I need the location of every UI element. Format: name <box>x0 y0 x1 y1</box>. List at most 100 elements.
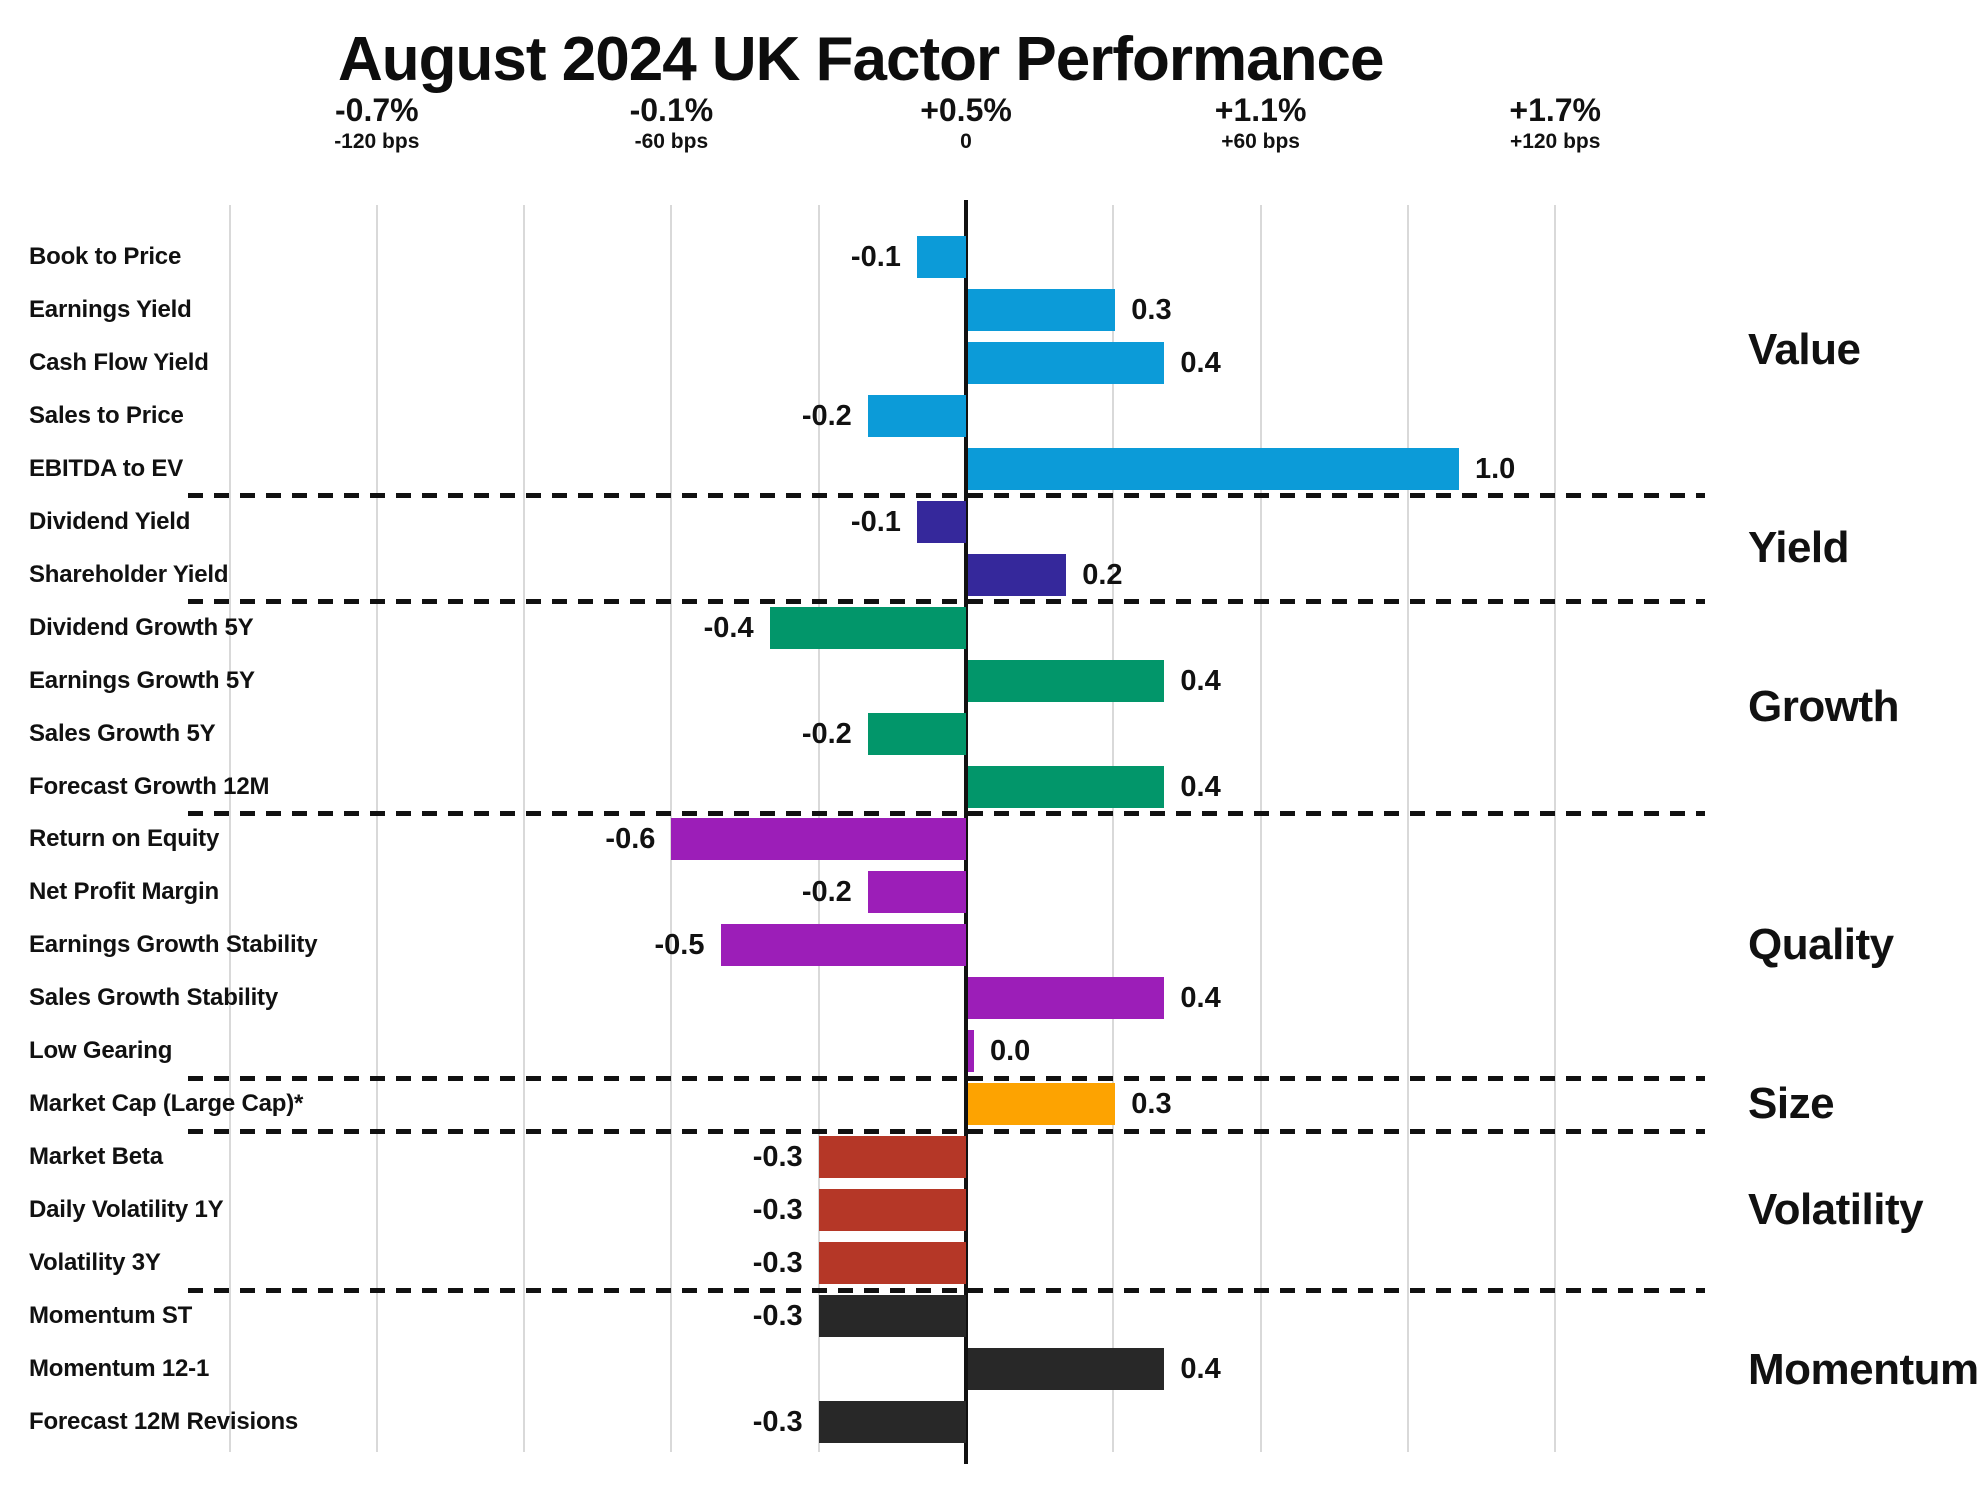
bar-value-label: 1.0 <box>1475 452 1516 485</box>
bar-value-label: -0.3 <box>752 1405 803 1438</box>
bar-value-label: 0.3 <box>1131 1088 1172 1121</box>
bar <box>968 341 1165 384</box>
bar-value-label: 0.4 <box>1180 1352 1221 1385</box>
group-label: Yield <box>1748 523 1850 573</box>
bar <box>916 236 966 278</box>
bar-value-label: -0.3 <box>752 1247 803 1280</box>
bar-value-label: -0.1 <box>850 505 901 538</box>
axis-tick-percent-label: +1.1% <box>1214 92 1307 128</box>
zero-baseline <box>964 200 968 1464</box>
chart-title: August 2024 UK Factor Performance <box>338 25 1384 94</box>
bar <box>720 924 966 967</box>
factor-row-label: Cash Flow Yield <box>29 348 209 376</box>
bar <box>968 447 1459 490</box>
axis-gridline <box>523 205 526 1452</box>
factor-row-label: Dividend Yield <box>29 507 191 535</box>
factor-row-label: Sales Growth Stability <box>29 984 278 1012</box>
group-separator <box>188 599 1705 605</box>
group-separator <box>188 1287 1705 1293</box>
bar-value-label: 0.3 <box>1131 293 1172 326</box>
bar <box>968 553 1067 596</box>
factor-row-label: Return on Equity <box>29 825 220 853</box>
bar <box>769 606 966 649</box>
factor-row-label: Momentum ST <box>29 1302 193 1329</box>
factor-row-label: Market Beta <box>29 1143 163 1171</box>
factor-row-label: Market Cap (Large Cap)* <box>29 1090 304 1118</box>
bar-value-label: 0.4 <box>1180 770 1221 803</box>
bar-value-label: -0.4 <box>703 611 754 644</box>
group-separator <box>188 810 1705 816</box>
factor-row-label: Book to Price <box>29 243 182 270</box>
bar-value-label: -0.3 <box>752 1194 803 1227</box>
bar-value-label: -0.2 <box>801 717 852 750</box>
bar <box>818 1242 966 1285</box>
bar <box>867 871 966 914</box>
bar <box>968 1030 974 1073</box>
factor-row-label: EBITDA to EV <box>29 454 184 482</box>
bar <box>968 1083 1116 1126</box>
bar-value-label: -0.2 <box>801 399 852 432</box>
bar <box>968 765 1165 808</box>
bar-value-label: -0.3 <box>752 1300 803 1332</box>
bar <box>968 1347 1165 1390</box>
bar-value-label: 0.2 <box>1082 558 1123 591</box>
group-label: Volatility <box>1748 1185 1924 1235</box>
axis-tick-bps-label: -120 bps <box>334 130 420 153</box>
bar-value-label: -0.2 <box>801 876 852 909</box>
axis-tick-percent-label: -0.7% <box>335 92 419 128</box>
bar-value-label: -0.6 <box>605 823 656 856</box>
axis-gridline <box>375 205 378 1452</box>
bar <box>867 712 966 755</box>
factor-row-label: Momentum 12-1 <box>29 1354 210 1382</box>
axis-tick-percent-label: +0.5% <box>920 92 1012 128</box>
factor-row-label: Dividend Growth 5Y <box>29 613 254 641</box>
factor-row-label: Sales to Price <box>29 401 184 429</box>
factor-row-label: Net Profit Margin <box>29 878 219 906</box>
bar-value-label: -0.5 <box>654 929 705 962</box>
axis-gridline <box>1554 205 1557 1452</box>
factor-row-label: Sales Growth 5Y <box>29 719 216 747</box>
axis-tick-percent-label: +1.7% <box>1509 92 1601 128</box>
group-label: Quality <box>1748 920 1894 970</box>
bar <box>671 818 966 861</box>
axis-gridline <box>1112 205 1115 1452</box>
factor-row-label: Volatility 3Y <box>29 1249 161 1277</box>
axis-gridline <box>1406 205 1409 1452</box>
bar <box>867 394 966 437</box>
axis-tick-bps-label: +120 bps <box>1509 130 1601 153</box>
group-label: Growth <box>1748 682 1899 732</box>
factor-row-label: Shareholder Yield <box>29 560 229 588</box>
axis-tick-bps-label: -60 bps <box>634 130 709 153</box>
axis-tick-percent-label: -0.1% <box>629 92 714 128</box>
bar-value-label: -0.3 <box>752 1141 803 1174</box>
group-separator <box>188 1075 1705 1081</box>
bar <box>968 977 1165 1020</box>
bar-value-label: -0.1 <box>850 241 901 273</box>
axis-tick-bps-label: 0 <box>960 130 972 153</box>
axis-tick-bps-label: +60 bps <box>1221 130 1300 153</box>
group-label: Momentum <box>1748 1344 1979 1394</box>
factor-row-label: Forecast Growth 12M <box>29 772 270 800</box>
axis-gridline <box>228 205 231 1452</box>
bar-value-label: 0.4 <box>1180 982 1221 1015</box>
factor-row-label: Earnings Yield <box>29 295 192 323</box>
bar <box>818 1136 966 1179</box>
bar <box>818 1400 966 1443</box>
bar-value-label: 0.0 <box>990 1035 1031 1068</box>
factor-row-label: Low Gearing <box>29 1037 173 1065</box>
factor-row-label: Forecast 12M Revisions <box>29 1407 299 1435</box>
group-label: Value <box>1748 325 1861 375</box>
bar <box>818 1189 966 1232</box>
factor-row-label: Daily Volatility 1Y <box>29 1196 224 1224</box>
factor-row-label: Earnings Growth 5Y <box>29 666 255 694</box>
group-separator <box>188 1128 1705 1134</box>
bar <box>818 1295 966 1337</box>
bar <box>968 659 1165 702</box>
bar <box>916 500 966 543</box>
group-separator <box>188 493 1705 499</box>
bar-value-label: 0.4 <box>1180 346 1221 379</box>
group-label: Size <box>1748 1079 1835 1129</box>
axis-gridline <box>1259 205 1262 1452</box>
